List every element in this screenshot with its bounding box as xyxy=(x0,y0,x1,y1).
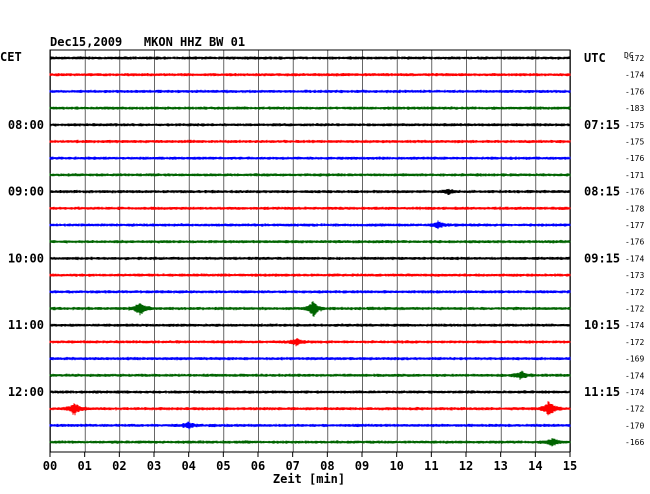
x-tick-label: 09 xyxy=(355,459,369,473)
chart-title: Dec15,2009 MKON HHZ BW 01 xyxy=(50,35,245,49)
trace-row-0 xyxy=(49,56,571,60)
right-time-label: 07:15 xyxy=(584,118,620,132)
trace-row-19 xyxy=(49,370,571,380)
left-time-label: 10:00 xyxy=(8,251,44,265)
trace-row-18 xyxy=(49,356,571,361)
trace-row-11 xyxy=(49,239,571,244)
x-tick-label: 11 xyxy=(424,459,438,473)
x-tick-label: 03 xyxy=(147,459,161,473)
trace-row-8 xyxy=(49,188,571,195)
x-axis-ticks: 00 01 02 03 04 05 06 07 08 09 10 11 12 13 14 15 xyxy=(43,452,577,473)
trace-row-9 xyxy=(49,206,571,211)
x-tick-label: 00 xyxy=(43,459,57,473)
dc-value: -173 xyxy=(625,271,644,280)
right-time-label: 10:15 xyxy=(584,318,620,332)
x-tick-label: 06 xyxy=(251,459,265,473)
x-tick-label: 12 xyxy=(459,459,473,473)
dc-value: -170 xyxy=(625,421,644,430)
dc-value: -174 xyxy=(625,371,644,380)
dc-value: -183 xyxy=(625,104,644,113)
trace-row-3 xyxy=(49,106,571,110)
trace-row-22 xyxy=(49,421,571,430)
right-time-label: 08:15 xyxy=(584,185,620,199)
dc-value: -172 xyxy=(625,288,644,297)
x-tick-label: 08 xyxy=(320,459,334,473)
trace-row-10 xyxy=(49,220,571,230)
trace-row-5 xyxy=(49,139,571,144)
trace-row-7 xyxy=(49,173,571,177)
trace-row-15 xyxy=(49,301,571,317)
dc-value: -175 xyxy=(625,138,644,147)
dc-value: -176 xyxy=(625,87,644,96)
dc-header-label: DC xyxy=(624,51,634,60)
dc-value: -172 xyxy=(625,338,644,347)
dc-value: -171 xyxy=(625,171,644,180)
x-tick-label: 14 xyxy=(528,459,542,473)
trace-row-17 xyxy=(49,338,571,347)
dc-value: -176 xyxy=(625,238,644,247)
trace-row-23 xyxy=(49,438,571,447)
trace-row-1 xyxy=(49,73,571,77)
trace-row-6 xyxy=(49,156,571,160)
trace-row-12 xyxy=(49,256,571,261)
right-time-label: UTC xyxy=(584,51,606,65)
left-time-label: 09:00 xyxy=(8,185,44,199)
dc-value: -177 xyxy=(625,221,644,230)
trace-row-20 xyxy=(49,390,571,394)
dc-value: -178 xyxy=(625,204,644,213)
trace-row-21 xyxy=(49,401,571,416)
dc-value: -174 xyxy=(625,321,644,330)
dc-value: -174 xyxy=(625,71,644,80)
dc-value: -175 xyxy=(625,121,644,130)
x-tick-label: 15 xyxy=(563,459,577,473)
trace-row-13 xyxy=(49,273,571,277)
left-timezone-label: CET xyxy=(0,50,22,64)
trace-row-4 xyxy=(49,123,571,127)
dc-value: -166 xyxy=(625,438,644,447)
x-tick-label: 10 xyxy=(389,459,403,473)
right-time-label: 11:15 xyxy=(584,385,620,399)
dc-value: -172 xyxy=(625,54,644,63)
trace-row-14 xyxy=(49,290,571,294)
time-labels: 08:00 09:00 10:00 11:00 12:00 UTC 07:15 08:15 09… xyxy=(8,51,645,447)
x-tick-label: 02 xyxy=(112,459,126,473)
seismic-traces xyxy=(49,56,571,447)
plot-frame xyxy=(49,49,571,453)
x-tick-label: 07 xyxy=(285,459,299,473)
left-time-label: 08:00 xyxy=(8,118,44,132)
trace-row-16 xyxy=(49,323,571,327)
dc-value: -172 xyxy=(625,305,644,314)
dc-value: -176 xyxy=(625,188,644,197)
x-tick-label: 13 xyxy=(493,459,507,473)
x-tick-label: 01 xyxy=(77,459,91,473)
right-time-label: 09:15 xyxy=(584,251,620,265)
dc-value: -172 xyxy=(625,405,644,414)
left-time-label: 12:00 xyxy=(8,385,44,399)
x-tick-label: 05 xyxy=(216,459,230,473)
x-axis-label: Zeit [min] xyxy=(273,472,345,486)
time-grid xyxy=(49,49,571,453)
dc-value: -174 xyxy=(625,254,644,263)
trace-row-2 xyxy=(49,89,571,94)
dc-value: -176 xyxy=(625,154,644,163)
x-tick-label: 04 xyxy=(181,459,195,473)
left-time-label: 11:00 xyxy=(8,318,44,332)
dc-value: -169 xyxy=(625,355,644,364)
dc-value: -174 xyxy=(625,388,644,397)
